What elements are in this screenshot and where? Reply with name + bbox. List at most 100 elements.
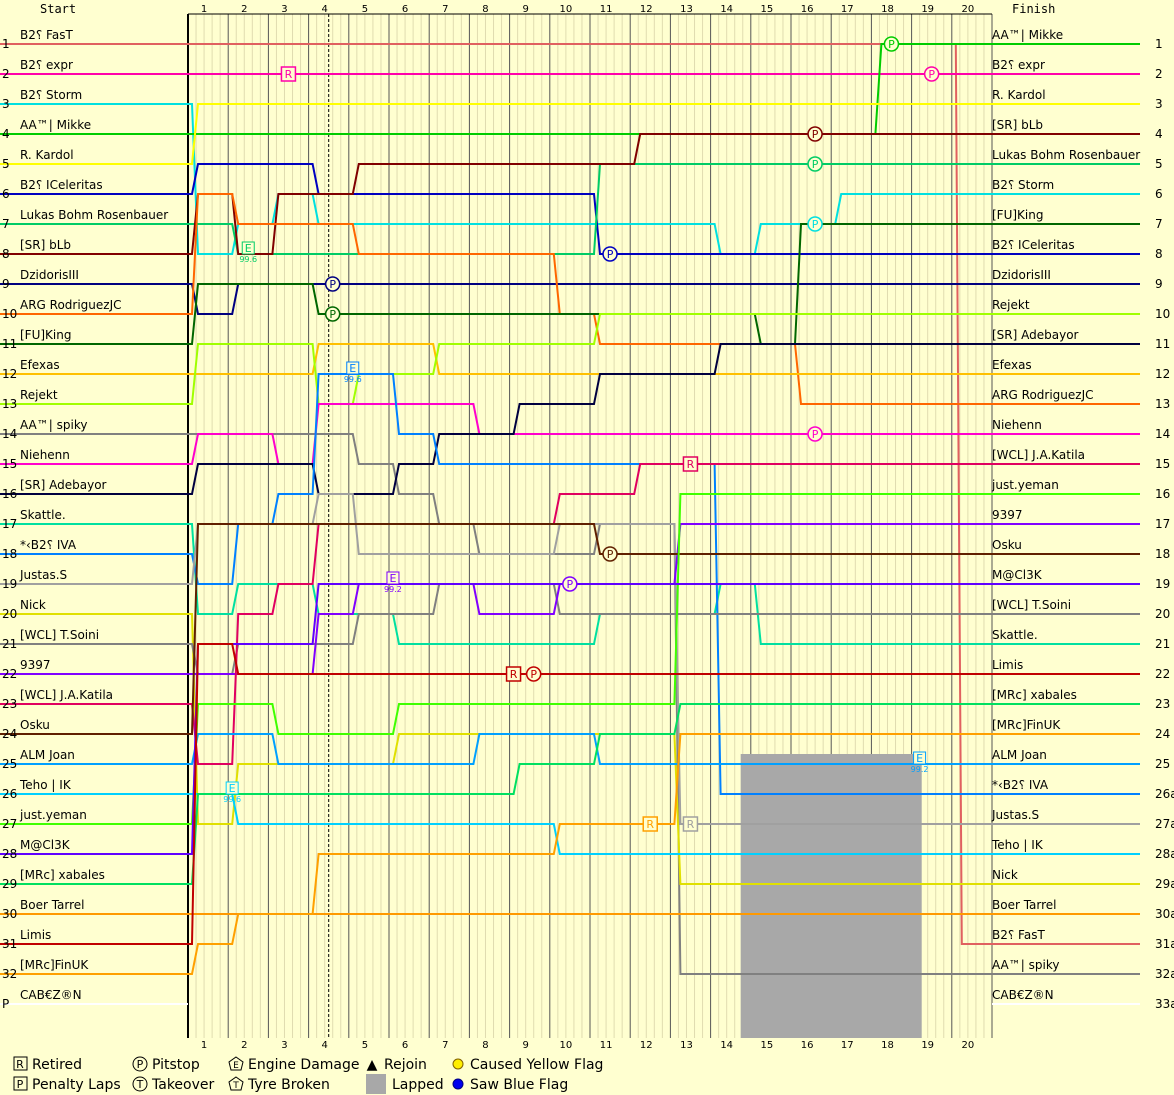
lap-number-top: 2 <box>241 4 247 15</box>
finish-driver-label: [WCL] J.A.Katila <box>992 448 1085 462</box>
series-line <box>188 343 992 495</box>
start-position-label: 17 <box>2 517 17 531</box>
finish-position-label: 3 <box>1155 97 1163 111</box>
retired-marker-label: R <box>687 458 695 471</box>
finish-driver-label: Boer Tarrel <box>992 898 1057 912</box>
start-driver-label: Boer Tarrel <box>20 898 85 912</box>
start-position-label: 27 <box>2 817 17 831</box>
finish-position-label: 12 <box>1155 367 1170 381</box>
finish-driver-label: Limis <box>992 658 1023 672</box>
finish-driver-label: CAB€Z®N <box>992 988 1054 1002</box>
legend-symbol-circle <box>132 1056 148 1072</box>
finish-driver-label: just.yeman <box>991 478 1059 492</box>
pitstop-marker-label: P <box>530 668 537 681</box>
pitstop-marker <box>602 246 618 262</box>
legend-symbol-yellow-flag <box>452 1058 464 1070</box>
legend-label: Engine Damage <box>248 1057 360 1073</box>
series-line <box>188 733 992 975</box>
series-line <box>188 163 992 255</box>
legend-symbol-pentagon <box>228 1076 244 1091</box>
start-position-label: 2 <box>2 67 10 81</box>
finish-driver-label: [MRc] xabales <box>992 688 1077 702</box>
series-line <box>188 223 992 345</box>
start-driver-label: ARG RodriguezJC <box>20 298 122 312</box>
finish-driver-label: 9397 <box>992 508 1023 522</box>
start-position-label: 14 <box>2 427 17 441</box>
finish-position-label: 20 <box>1155 607 1170 621</box>
finish-position-label: 31a <box>1155 937 1174 951</box>
pitstop-marker-label: P <box>812 218 819 231</box>
lap-number-bottom: 11 <box>600 1040 613 1051</box>
start-driver-label: [MRc] xabales <box>20 868 105 882</box>
start-driver-label: M@Cl3K <box>20 838 71 852</box>
pitstop-marker-label: P <box>812 128 819 141</box>
legend-label: Tyre Broken <box>247 1077 330 1093</box>
pitstop-marker-label: P <box>812 158 819 171</box>
engine-damage-marker-label: E <box>229 782 236 795</box>
finish-position-label: 14 <box>1155 427 1170 441</box>
pitstop-marker <box>883 36 900 52</box>
finish-position-label: 27a <box>1155 817 1174 831</box>
retired-marker <box>682 816 699 832</box>
engine-damage-marker <box>386 571 400 585</box>
lap-number-bottom: 2 <box>241 1040 247 1051</box>
start-driver-label: [SR] Adebayor <box>20 478 107 492</box>
finish-position-label: 8 <box>1155 247 1163 261</box>
lap-number-top: 14 <box>720 4 733 15</box>
lap-number-top: 15 <box>761 4 774 15</box>
finish-position-label: 7 <box>1155 217 1163 231</box>
finish-driver-label: [WCL] T.Soini <box>992 598 1071 612</box>
start-driver-label: Rejekt <box>20 388 58 402</box>
start-driver-label: ALM Joan <box>20 748 75 762</box>
finish-driver-label: Osku <box>992 538 1022 552</box>
start-position-label: 12 <box>2 367 17 381</box>
start-driver-label: Nick <box>20 598 46 612</box>
lap-number-top: 8 <box>482 4 488 15</box>
start-position-label: 24 <box>2 727 17 741</box>
lap-number-top: 17 <box>841 4 854 15</box>
start-position-label: 25 <box>2 757 17 771</box>
legend-symbol-circle <box>132 1076 148 1092</box>
start-driver-label: 9397 <box>20 658 51 672</box>
start-driver-label: Lukas Bohm Rosenbauer <box>20 208 168 222</box>
legend-symbol-glyph: R <box>16 1058 24 1071</box>
start-driver-label: B2⸮ ICeleritas <box>20 178 103 192</box>
engine-damage-marker-label: E <box>349 362 356 375</box>
lap-number-top: 18 <box>881 4 894 15</box>
finish-position-label: 4 <box>1155 127 1163 141</box>
retired-marker-label: R <box>687 818 695 831</box>
legend: R Retired P Penalty Laps P Pitstop T Takeover E E… <box>13 1056 603 1094</box>
start-position-label: 20 <box>2 607 17 621</box>
finish-driver-label: B2⸮ expr <box>992 58 1045 72</box>
legend-symbol-glyph: P <box>137 1058 144 1071</box>
lap-number-bottom: 15 <box>761 1040 774 1051</box>
finish-position-label: 13 <box>1155 397 1170 411</box>
lap-number-top: 13 <box>680 4 693 15</box>
pitstop-marker <box>807 216 823 232</box>
pitstop-marker-label: P <box>928 68 935 81</box>
start-position-label: 8 <box>2 247 10 261</box>
start-driver-label: [FU]King <box>20 328 71 342</box>
lap-number-top: 7 <box>442 4 448 15</box>
start-driver-label: just.yeman <box>19 808 87 822</box>
legend-label: Caused Yellow Flag <box>470 1057 603 1073</box>
series-line <box>188 523 992 735</box>
start-driver-label: [SR] bLb <box>20 238 71 252</box>
lap-number-bottom: 1 <box>201 1040 207 1051</box>
series-line <box>188 373 992 795</box>
lap-number-top: 12 <box>640 4 653 15</box>
engine-damage-marker-label: E <box>245 242 252 255</box>
finish-driver-label: B2⸮ Storm <box>992 178 1054 192</box>
legend-label: Takeover <box>151 1077 214 1093</box>
engine-damage-marker <box>346 361 360 375</box>
finish-driver-label: [FU]King <box>992 208 1043 222</box>
series-line <box>188 583 992 855</box>
start-position-label: 22 <box>2 667 17 681</box>
lap-number-top: 10 <box>560 4 573 15</box>
start-driver-label: Teho | IK <box>19 778 72 792</box>
start-position-label: 30 <box>2 907 17 921</box>
series-line <box>188 793 992 855</box>
engine-damage-value: 99.6 <box>344 375 362 384</box>
start-driver-label: Efexas <box>20 358 60 372</box>
